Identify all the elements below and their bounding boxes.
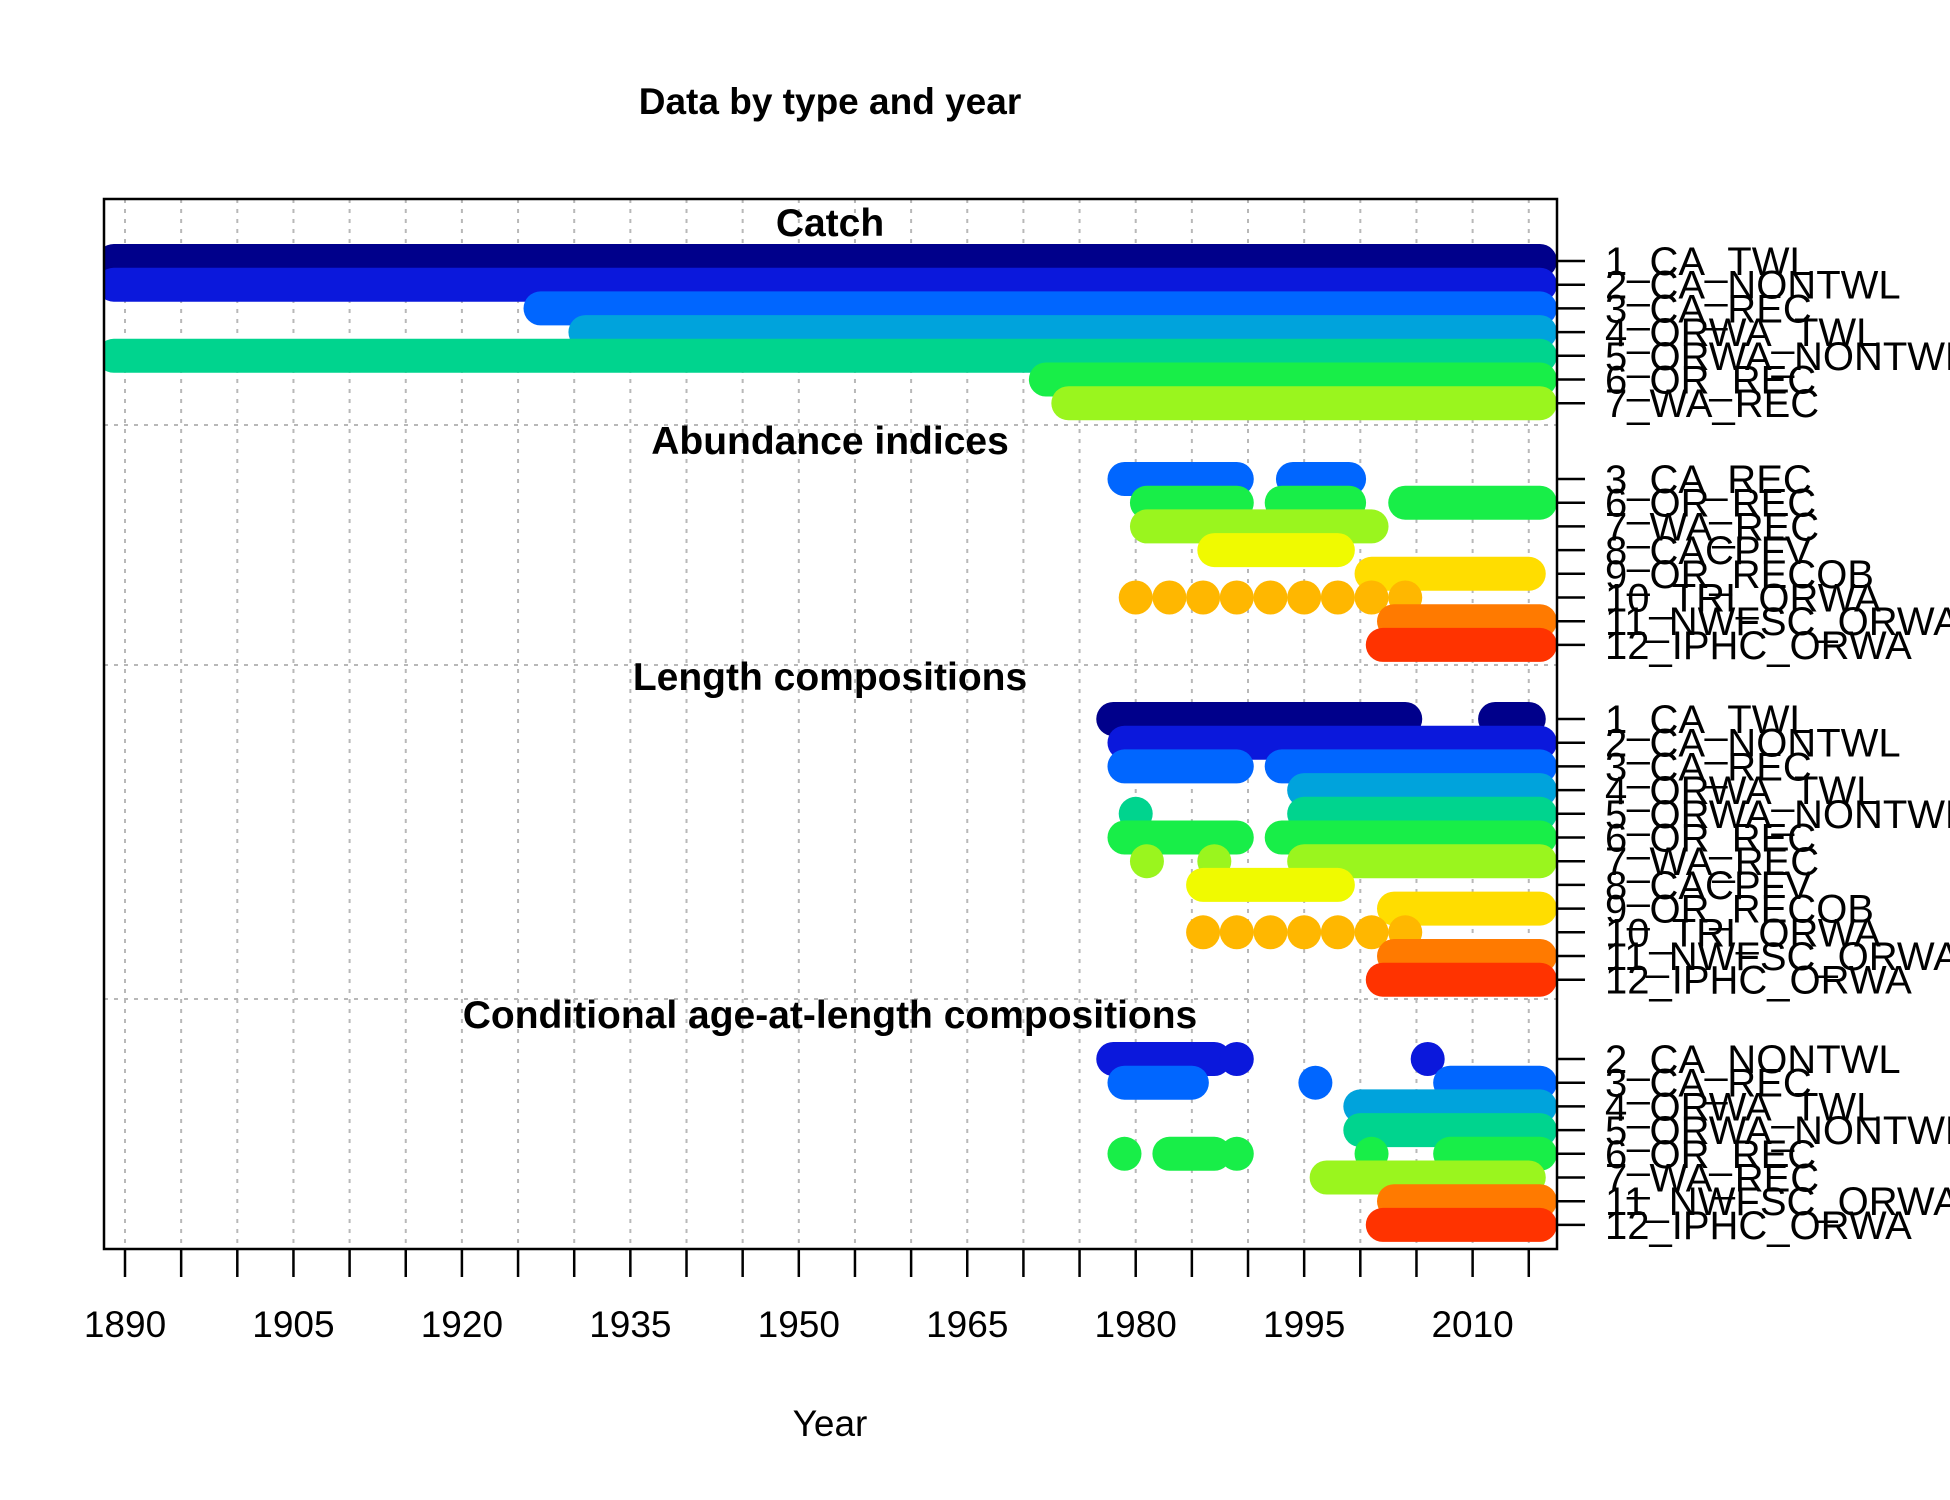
fleet-label: 6_OR_REC — [1605, 817, 1816, 861]
data-segment — [1365, 962, 1557, 997]
data-segment — [1365, 627, 1557, 662]
fleet-label: 2_CA_NONTWL — [1605, 264, 1901, 308]
fleet-label: 7_WA_REC — [1605, 505, 1819, 549]
fleet-label: 11_NWFSC_ORWA — [1605, 935, 1950, 979]
plot-frame — [102, 197, 1559, 1251]
fleet-label: 4_ORWA_TWL — [1605, 311, 1878, 355]
fleet-label: 3_CA_REC — [1605, 745, 1812, 789]
section-title: Abundance indices — [651, 420, 1009, 463]
fleet-label: 6_OR_REC — [1605, 1133, 1816, 1177]
data-point — [1129, 844, 1164, 879]
data-point — [1219, 1136, 1254, 1171]
data-segment — [1107, 820, 1254, 855]
data-point — [1320, 915, 1355, 950]
data-segment — [1107, 749, 1254, 784]
x-tick-label: 1965 — [926, 1304, 1008, 1345]
data-segment — [1388, 485, 1557, 520]
data-segment — [1365, 1207, 1557, 1242]
section-title: Length compositions — [633, 656, 1027, 699]
x-tick-label: 1905 — [252, 1304, 334, 1345]
fleet-label: 12_IPHC_ORWA — [1605, 959, 1912, 1003]
data-segment — [1152, 1136, 1232, 1171]
section-title: Catch — [776, 202, 884, 245]
fleet-label: 6_OR_REC — [1605, 482, 1816, 526]
data-segment — [1287, 844, 1557, 879]
data-point — [1253, 580, 1288, 615]
fleet-label: 4_ORWA_TWL — [1605, 1085, 1878, 1129]
data-point — [1107, 1136, 1142, 1171]
x-axis-title: Year — [793, 1403, 868, 1444]
data-point — [1410, 1042, 1445, 1076]
data-point — [1287, 580, 1322, 615]
fleet-label: 9_OR_RECOB — [1605, 553, 1874, 597]
fleet-label: 11_NWFSC_ORWA — [1605, 600, 1950, 644]
fleet-label: 2_CA_NONTWL — [1605, 1038, 1901, 1082]
data-segment — [1186, 867, 1355, 902]
data-point — [1320, 580, 1355, 615]
fleet-label: 1_CA_TWL — [1605, 698, 1812, 742]
chart-title: Data by type and year — [639, 81, 1021, 122]
fleet-label: 1_CA_TWL — [1605, 240, 1812, 284]
data-point — [1354, 580, 1389, 615]
x-tick-label: 2010 — [1431, 1304, 1513, 1345]
data-segment — [1197, 533, 1355, 568]
section-titles: Catch Abundance indices Length composition… — [463, 202, 1198, 1037]
x-tick-label: 1935 — [589, 1304, 671, 1345]
fleet-label: 7_WA_REC — [1605, 840, 1819, 884]
right-axis: 1_CA_TWL2_CA_NONTWL3_CA_REC4_ORWA_TWL5_O… — [1557, 240, 1950, 1248]
data-marks — [104, 244, 1557, 1242]
fleet-label: 3_CA_REC — [1605, 458, 1812, 502]
fleet-label: 8_CACPFV — [1605, 864, 1812, 908]
fleet-label: 4_ORWA_TWL — [1605, 769, 1878, 813]
fleet-label: 7_WA_REC — [1605, 382, 1819, 426]
data-point — [1118, 580, 1153, 615]
data-point — [1253, 915, 1288, 950]
x-tick-label: 1920 — [421, 1304, 503, 1345]
fleet-label: 11_NWFSC_ORWA — [1605, 1180, 1950, 1224]
fleet-label: 5_ORWA_NONTWL — [1605, 335, 1950, 379]
fleet-label: 7_WA_REC — [1605, 1157, 1819, 1201]
data-segment — [1051, 386, 1557, 421]
data-point — [1186, 915, 1221, 950]
fleet-label: 5_ORWA_NONTWL — [1605, 1109, 1950, 1153]
data-point — [1219, 1042, 1254, 1076]
fleet-label: 3_CA_REC — [1605, 1062, 1812, 1106]
x-axis: 1890 1905 1920 1935 1950 1965 1980 1995 2010 — [84, 1249, 1531, 1345]
fleet-label: 3_CA_REC — [1605, 287, 1812, 331]
data-point — [1298, 1065, 1333, 1100]
data-point — [1354, 915, 1389, 950]
data-point — [1186, 580, 1221, 615]
data-point — [1219, 580, 1254, 615]
data-point — [1287, 915, 1322, 950]
fleet-label: 6_OR_REC — [1605, 359, 1816, 403]
data-point — [1219, 915, 1254, 950]
grid — [104, 199, 1557, 1249]
fleet-label: 5_ORWA_NONTWL — [1605, 793, 1950, 837]
fleet-label: 10_TRI_ORWA — [1605, 911, 1881, 955]
fleet-label: 12_IPHC_ORWA — [1605, 1204, 1912, 1248]
x-tick-label: 1890 — [84, 1304, 166, 1345]
fleet-label: 2_CA_NONTWL — [1605, 722, 1901, 766]
data-segment — [1377, 891, 1557, 926]
x-tick-label: 1950 — [758, 1304, 840, 1345]
data-point — [1152, 580, 1187, 615]
x-tick-label: 1995 — [1263, 1304, 1345, 1345]
section-title: Conditional age-at-length compositions — [463, 994, 1198, 1037]
fleet-label: 8_CACPFV — [1605, 529, 1812, 573]
fleet-label: 10_TRI_ORWA — [1605, 577, 1881, 621]
fleet-label: 9_OR_RECOB — [1605, 888, 1874, 932]
data-segment — [1107, 1065, 1209, 1100]
fleet-label: 12_IPHC_ORWA — [1605, 624, 1912, 668]
x-tick-label: 1980 — [1095, 1304, 1177, 1345]
